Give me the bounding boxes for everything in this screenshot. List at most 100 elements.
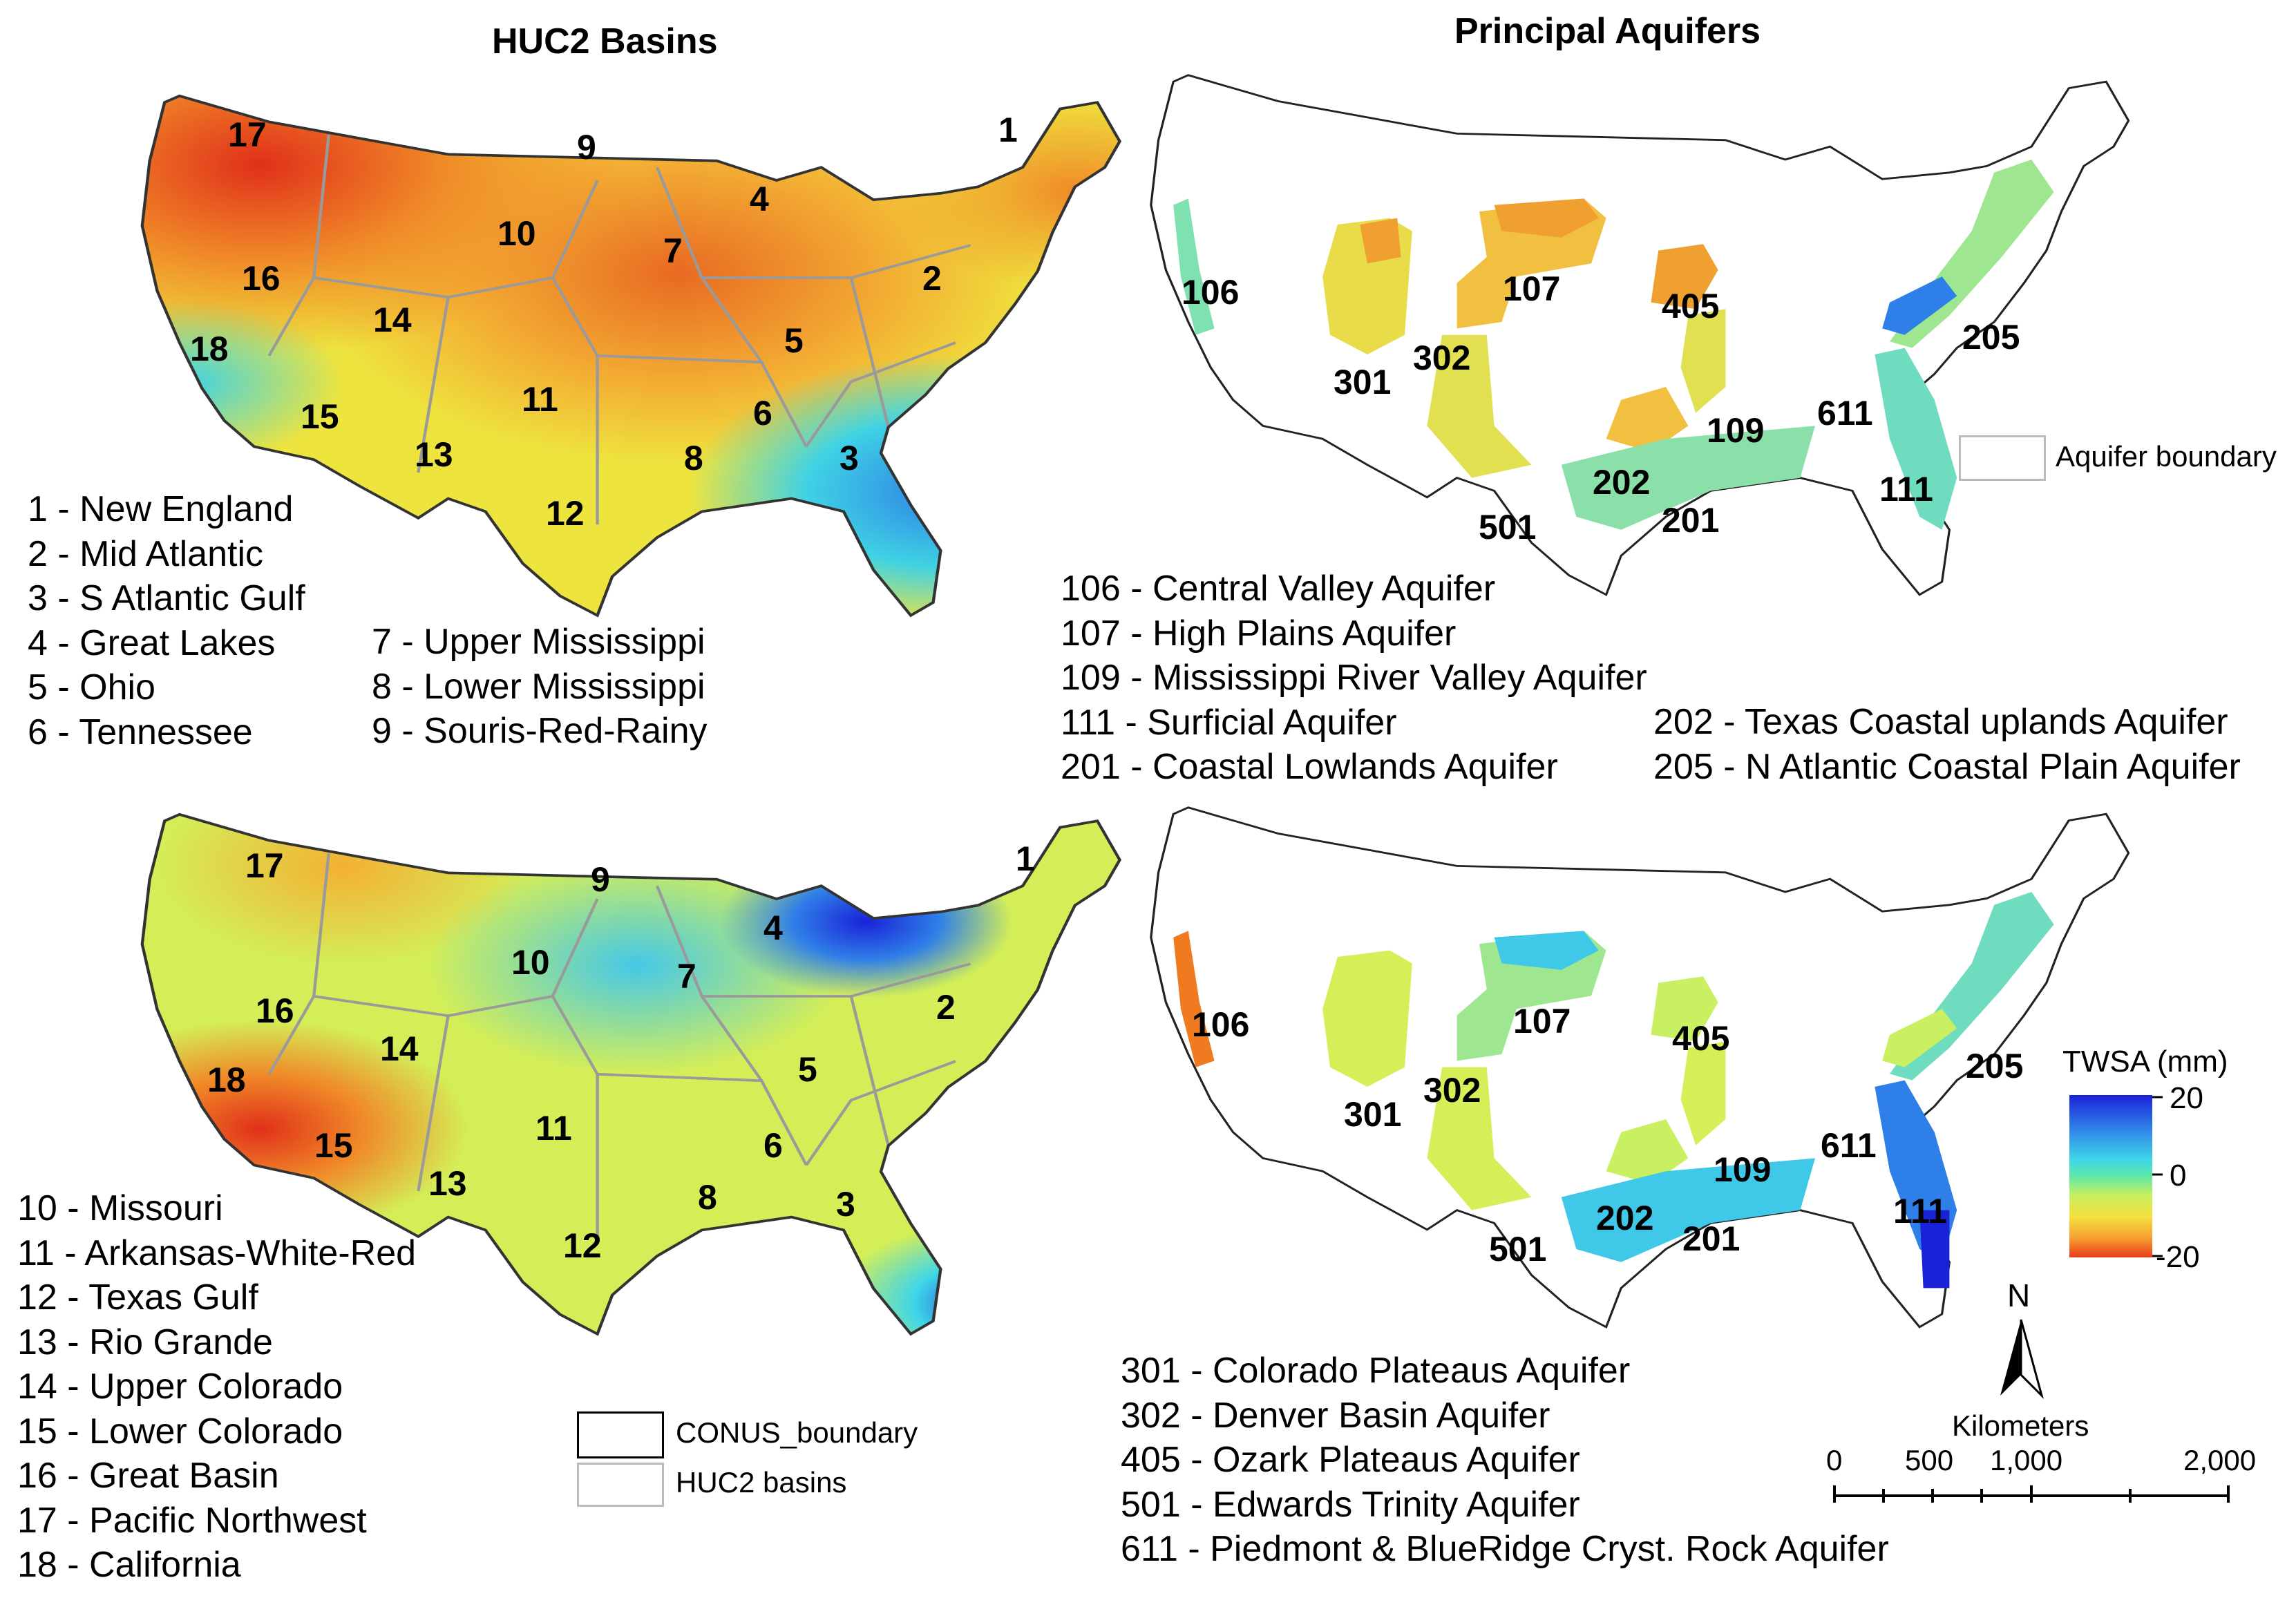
huc2-legend-a: 1 - New England 2 - Mid Atlantic 3 - S A… (28, 487, 305, 754)
scale-bar-tick: 0 (1826, 1444, 1843, 1476)
map-label: 501 (1479, 508, 1536, 546)
legend-item: 202 - Texas Coastal uplands Aquifer (1653, 702, 2228, 742)
conus-boundary-swatch (577, 1411, 664, 1458)
north-arrow-icon (2000, 1319, 2044, 1400)
map-label: 205 (1966, 1047, 2023, 1085)
scale-bar-tick: 500 (1905, 1444, 1954, 1476)
huc2-bottom-labels: 17 9 1 10 4 7 16 2 14 18 5 11 15 13 6 8 … (207, 839, 1035, 1265)
scale-bar-tick: 2,000 (2183, 1444, 2257, 1476)
map-label: 111 (1879, 470, 1933, 508)
map-label: 15 (301, 397, 339, 436)
legend-item: 6 - Tennessee (28, 712, 253, 752)
map-label: 10 (511, 943, 550, 982)
map-label: 111 (1893, 1192, 1947, 1230)
legend-item: 10 - Missouri (17, 1188, 223, 1228)
legend-item: 501 - Edwards Trinity Aquifer (1121, 1484, 1580, 1525)
map-label: 201 (1682, 1219, 1740, 1258)
conus-boundary-label: CONUS_boundary (676, 1416, 918, 1449)
map-label: 301 (1344, 1095, 1401, 1134)
aquifer-top-labels: 106 107 405 302 301 205 611 109 202 111 … (1182, 269, 2020, 546)
legend-item: 111 - Surficial Aquifer (1061, 702, 1397, 743)
map-label: 501 (1489, 1230, 1546, 1268)
colorbar-tick-label: 0 (2170, 1159, 2187, 1192)
colorbar (2069, 1095, 2152, 1257)
map-label: 15 (314, 1126, 353, 1165)
colorbar-title: TWSA (mm) (2062, 1045, 2228, 1078)
aquifer-top-map (1150, 74, 2130, 596)
legend-item: 17 - Pacific Northwest (17, 1500, 367, 1541)
legend-item: 201 - Coastal Lowlands Aquifer (1061, 747, 1558, 787)
huc2-top-labels: 17 9 1 10 7 4 16 14 2 18 5 11 15 13 6 3 … (190, 111, 1018, 533)
legend-item: 301 - Colorado Plateaus Aquifer (1121, 1351, 1631, 1391)
colorbar-tick-label: 20 (2170, 1081, 2203, 1115)
map-label: 202 (1596, 1199, 1653, 1237)
map-label: 14 (380, 1029, 419, 1068)
legend-item: 18 - California (17, 1545, 241, 1585)
huc2-basins-label: HUC2 basins (676, 1466, 847, 1499)
aquifer-legend-a: 106 - Central Valley Aquifer 107 - High … (1061, 567, 1647, 790)
map-label: 4 (763, 909, 783, 947)
map-label: 12 (546, 494, 585, 533)
legend-item: 106 - Central Valley Aquifer (1061, 569, 1496, 609)
map-label: 6 (753, 394, 772, 432)
map-label: 109 (1707, 411, 1764, 450)
map-label: 109 (1714, 1150, 1771, 1189)
legend-item: 109 - Mississippi River Valley Aquifer (1061, 658, 1647, 698)
map-label: 17 (228, 115, 267, 154)
huc2-legend-b: 7 - Upper Mississippi 8 - Lower Mississi… (372, 620, 708, 754)
map-label: 9 (577, 128, 596, 167)
legend-item: 107 - High Plains Aquifer (1061, 613, 1457, 654)
map-label: 2 (922, 259, 942, 298)
map-label: 405 (1672, 1019, 1729, 1058)
map-label: 302 (1413, 339, 1470, 377)
map-label: 10 (497, 214, 536, 253)
legend-item: 2 - Mid Atlantic (28, 533, 264, 574)
aquifer-boundary-swatch (1959, 435, 2046, 481)
map-label: 5 (784, 321, 804, 360)
map-label: 12 (563, 1226, 602, 1265)
legend-item: 302 - Denver Basin Aquifer (1121, 1395, 1550, 1436)
map-label: 107 (1513, 1002, 1571, 1040)
map-label: 14 (373, 301, 412, 339)
north-label: N (2007, 1277, 2031, 1313)
map-label: 18 (207, 1061, 246, 1099)
map-label: 201 (1662, 501, 1719, 540)
map-label: 106 (1182, 273, 1239, 312)
aquifer-bottom-labels: 106 107 405 302 301 205 611 109 111 202 … (1192, 1002, 2023, 1268)
legend-item: 8 - Lower Mississippi (372, 666, 705, 707)
legend-item: 11 - Arkansas-White-Red (17, 1233, 417, 1273)
map-label: 7 (677, 957, 696, 996)
legend-item: 14 - Upper Colorado (17, 1367, 343, 1407)
scale-bar-tick: 1,000 (1990, 1444, 2063, 1476)
huc2-legend-c: 10 - Missouri 11 - Arkansas-White-Red 12… (17, 1186, 416, 1588)
map-label: 8 (684, 439, 703, 477)
map-label: 202 (1593, 463, 1650, 502)
map-label: 8 (698, 1178, 717, 1217)
map-label: 611 (1821, 1126, 1877, 1165)
map-label: 17 (245, 846, 284, 885)
map-label: 18 (190, 330, 229, 368)
legend-item: 205 - N Atlantic Coastal Plain Aquifer (1653, 746, 2241, 787)
huc2-basins-swatch (577, 1463, 664, 1507)
map-label: 205 (1962, 318, 2020, 356)
map-label: 11 (522, 380, 558, 419)
map-label: 6 (763, 1126, 783, 1165)
map-label: 4 (750, 180, 769, 218)
legend-item: 12 - Texas Gulf (17, 1277, 258, 1318)
map-label: 3 (836, 1185, 855, 1224)
legend-item: 611 - Piedmont & BlueRidge Cryst. Rock A… (1121, 1529, 1889, 1569)
legend-item: 405 - Ozark Plateaus Aquifer (1121, 1440, 1580, 1480)
map-label: 7 (663, 231, 683, 270)
legend-item: 5 - Ohio (28, 667, 155, 707)
scale-bar (1833, 1485, 2230, 1503)
map-label: 5 (798, 1050, 817, 1089)
legend-item: 9 - Souris-Red-Rainy (372, 711, 708, 751)
map-label: 107 (1503, 269, 1560, 308)
map-label: 13 (415, 435, 453, 474)
map-label: 302 (1423, 1071, 1481, 1110)
map-label: 1 (1016, 839, 1035, 878)
map-label: 16 (256, 991, 294, 1030)
map-label: 16 (242, 259, 281, 298)
aquifers-title: Principal Aquifers (1454, 11, 1761, 51)
